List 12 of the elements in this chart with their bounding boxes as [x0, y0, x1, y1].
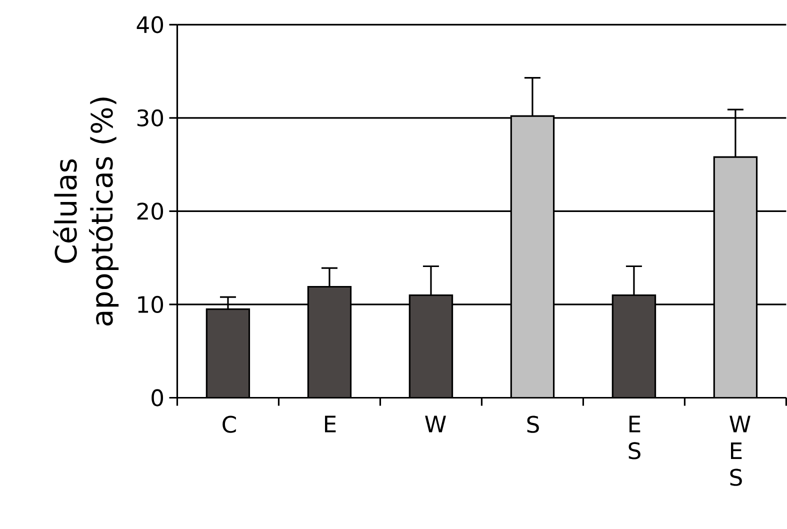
x-tick-label: E [325, 416, 336, 432]
x-tick-label: C [222, 416, 236, 433]
y-tick-label: 20 [137, 202, 164, 220]
y-tick-label: 0 [152, 389, 164, 406]
x-tick-label: S [527, 416, 539, 433]
y-tick-label: 40 [136, 16, 164, 34]
y-tick-label: 10 [138, 296, 164, 314]
x-tick-label: W [425, 416, 446, 432]
x-tick-label: W E S [730, 416, 750, 486]
y-tick-label: 30 [137, 109, 164, 126]
x-tick-label: E S [628, 416, 640, 460]
y-axis-title: Células apoptóticas (%) [53, 98, 119, 326]
